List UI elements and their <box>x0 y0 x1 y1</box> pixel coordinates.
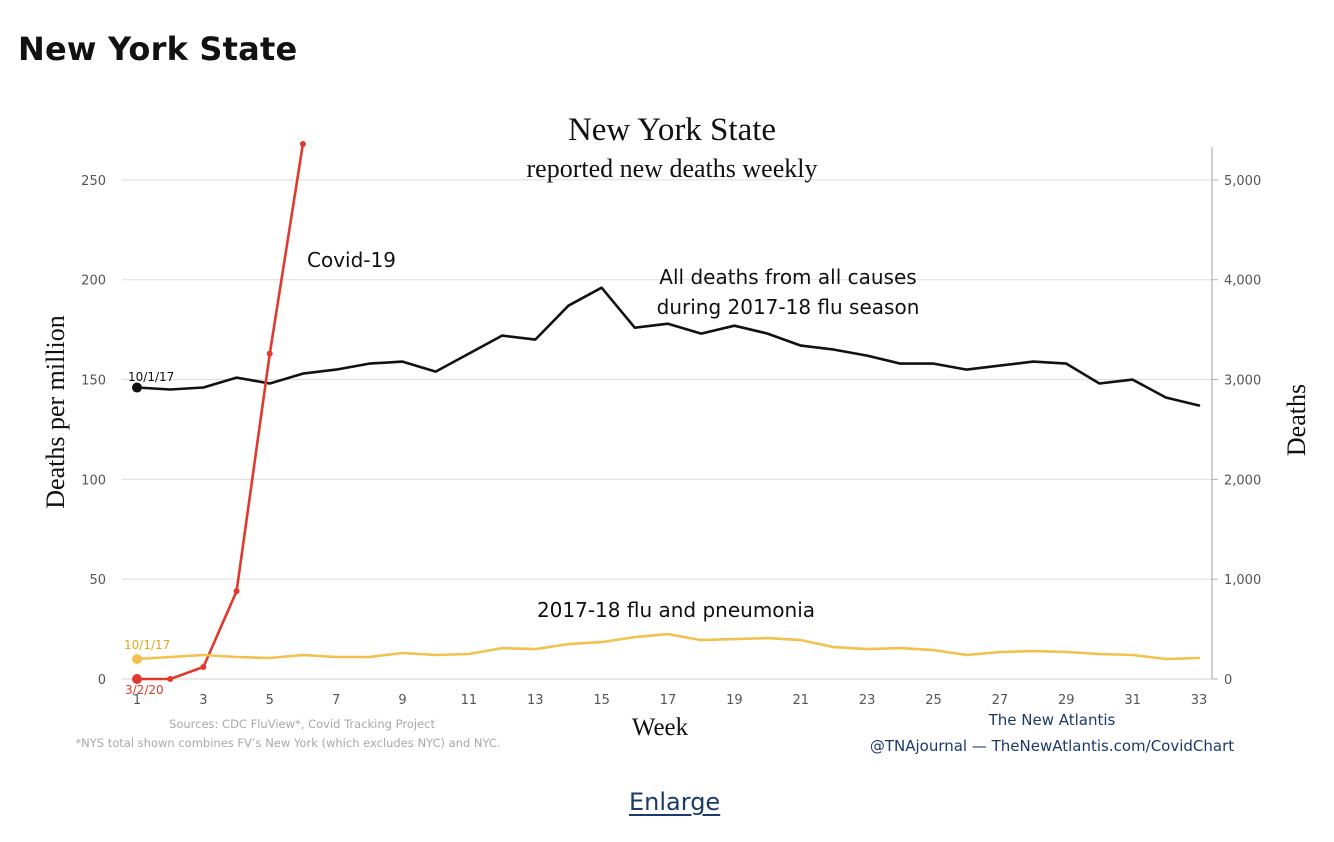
covid-point <box>299 140 306 147</box>
gridlines <box>122 179 1212 580</box>
x-tick-label: 11 <box>461 693 478 708</box>
series-covid-19-start-marker <box>132 674 142 684</box>
x-tick-label: 27 <box>992 693 1009 708</box>
covid-point <box>167 676 174 682</box>
x-axis-ticks: 1 3 5 7 9 11 13 15 17 19 21 23 25 27 29 31 33 <box>133 693 1207 708</box>
series-covid-19-line <box>135 142 305 681</box>
covid-point <box>266 350 273 357</box>
right-axis-ticks: 0 1,000 2,000 3,000 4,000 5,000 <box>1212 174 1261 688</box>
left-axis-ticks: 0 50 100 150 200 250 <box>81 174 106 688</box>
y-tick-label-right: 1,000 <box>1224 573 1261 588</box>
credit-publication: The New Atlantis <box>988 711 1116 729</box>
x-tick-label: 13 <box>527 693 544 708</box>
x-tick-label: 33 <box>1191 693 1208 708</box>
axes <box>122 147 1213 680</box>
x-tick-label: 29 <box>1058 693 1075 708</box>
y-tick-label-left: 50 <box>89 573 106 588</box>
y-tick-label-right: 2,000 <box>1224 473 1261 488</box>
series-flu-pneumonia-start-marker <box>132 654 142 665</box>
enlarge-link[interactable]: Enlarge <box>629 788 721 816</box>
y-axis-label-left: Deaths per million <box>41 315 70 509</box>
y-tick-label-right: 0 <box>1224 673 1232 688</box>
page-title: New York State <box>18 30 298 68</box>
sources-line-1: Sources: CDC FluView*, Covid Tracking Pr… <box>169 717 435 731</box>
x-tick-label: 15 <box>593 693 610 708</box>
x-tick-label: 9 <box>398 693 406 708</box>
series-label-all-deaths-line-1: All deaths from all causes <box>659 265 916 289</box>
covid-point <box>200 664 207 671</box>
series-label-covid-19: Covid-19 <box>307 248 396 272</box>
x-tick-label: 23 <box>859 693 876 708</box>
start-label-flu: 10/1/17 <box>124 638 170 652</box>
y-tick-label-left: 100 <box>81 473 106 488</box>
series-label-flu-pneumonia: 2017-18 flu and pneumonia <box>537 598 815 622</box>
chart: 0 50 100 150 200 250 0 1,000 2,000 3,000 4,000 5,0… <box>41 112 1311 755</box>
covid-point <box>233 588 240 595</box>
x-tick-label: 31 <box>1124 693 1141 708</box>
chart-title: New York State <box>568 112 776 148</box>
y-tick-label-left: 0 <box>98 673 106 688</box>
x-tick-label: 5 <box>266 693 274 708</box>
series-label-all-deaths-line-2: during 2017-18 flu season <box>657 295 920 319</box>
y-tick-label-left: 150 <box>81 374 106 389</box>
series-all-deaths-start-marker <box>132 382 142 393</box>
x-axis-label: Week <box>632 714 689 741</box>
y-tick-label-right: 5,000 <box>1224 174 1261 189</box>
y-tick-label-right: 4,000 <box>1224 274 1261 289</box>
start-label-covid: 3/2/20 <box>125 683 164 697</box>
y-tick-label-right: 3,000 <box>1224 374 1261 389</box>
x-tick-label: 1 <box>133 693 141 708</box>
chart-subtitle: reported new deaths weekly <box>527 154 818 183</box>
x-tick-label: 25 <box>925 693 942 708</box>
y-tick-label-left: 200 <box>81 274 106 289</box>
start-label-all-deaths: 10/1/17 <box>128 370 174 384</box>
x-tick-label: 3 <box>199 693 207 708</box>
x-tick-label: 19 <box>726 693 743 708</box>
series-labels: All deaths from all causes during 2017-18… <box>124 248 919 697</box>
x-tick-label: 7 <box>332 693 340 708</box>
credit-handle-url: @TNAjournal — TheNewAtlantis.com/CovidCh… <box>870 737 1234 755</box>
y-tick-label-left: 250 <box>81 174 106 189</box>
x-tick-label: 21 <box>792 693 809 708</box>
series-all-deaths-line <box>135 286 1201 407</box>
series-lines <box>132 140 1201 684</box>
sources-line-2: *NYS total shown combines FV’s New York … <box>75 736 500 750</box>
y-axis-label-right: Deaths <box>1282 384 1311 456</box>
series-flu-pneumonia-line <box>135 632 1201 661</box>
x-tick-label: 17 <box>660 693 677 708</box>
